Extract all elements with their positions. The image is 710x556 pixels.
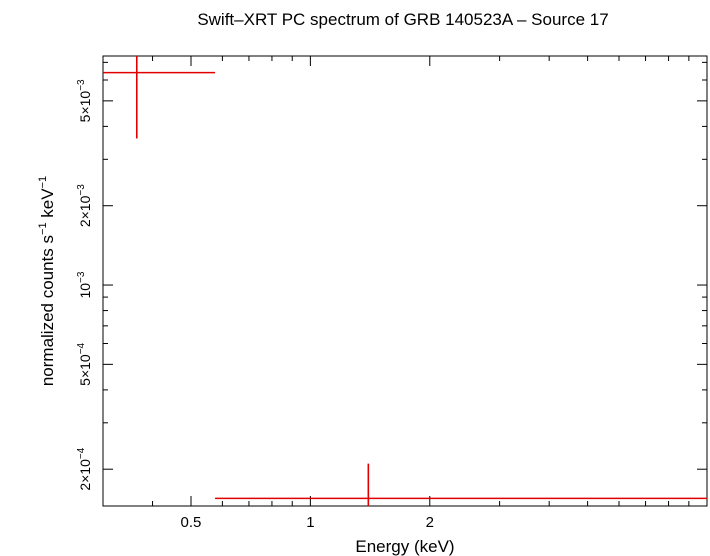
x-tick-label: 1 xyxy=(306,514,314,531)
data-point xyxy=(103,56,216,139)
y-tick-label: 5×10−3 xyxy=(76,79,93,122)
y-tick-label: 5×10−4 xyxy=(76,342,93,385)
data-point xyxy=(215,463,707,506)
data-series xyxy=(103,56,707,506)
x-tick-labels: 0.5 1 2 xyxy=(181,514,434,531)
y-tick-exponent: −3 xyxy=(76,271,87,283)
x-axis-label: Energy (keV) xyxy=(355,537,454,556)
y-label-exponent-1: −1 xyxy=(37,222,49,235)
y-tick-mantissa: 2×10 xyxy=(77,195,93,227)
y-tick-exponent: −4 xyxy=(76,342,87,354)
x-tick-label: 0.5 xyxy=(181,514,202,531)
y-tick-exponent: −4 xyxy=(76,447,87,459)
y-tick-mantissa: 5×10 xyxy=(77,91,93,123)
y-tick-label: 2×10−4 xyxy=(76,447,93,490)
y-axis-label: normalized counts s−1 keV−1 xyxy=(37,176,57,386)
y-label-exponent-2: −1 xyxy=(37,176,49,189)
plot-frame xyxy=(102,55,708,507)
y-tick-mantissa: 2×10 xyxy=(77,459,93,491)
y-tick-mantissa: 10 xyxy=(77,283,93,299)
x-tick-label: 2 xyxy=(426,514,434,531)
y-tick-exponent: −3 xyxy=(76,79,87,91)
y-tick-exponent: −3 xyxy=(76,184,87,196)
y-tick-label: 10−3 xyxy=(76,271,93,298)
y-tick-label: 2×10−3 xyxy=(76,184,93,227)
y-label-mid: keV xyxy=(38,188,57,223)
y-label-base: normalized counts s xyxy=(38,235,57,386)
y-tick-labels: 2×10−45×10−410−32×10−35×10−3 xyxy=(76,79,93,491)
chart-title: Swift–XRT PC spectrum of GRB 140523A – S… xyxy=(197,10,608,29)
y-tick-mantissa: 5×10 xyxy=(77,354,93,386)
axis-ticks xyxy=(102,56,708,506)
